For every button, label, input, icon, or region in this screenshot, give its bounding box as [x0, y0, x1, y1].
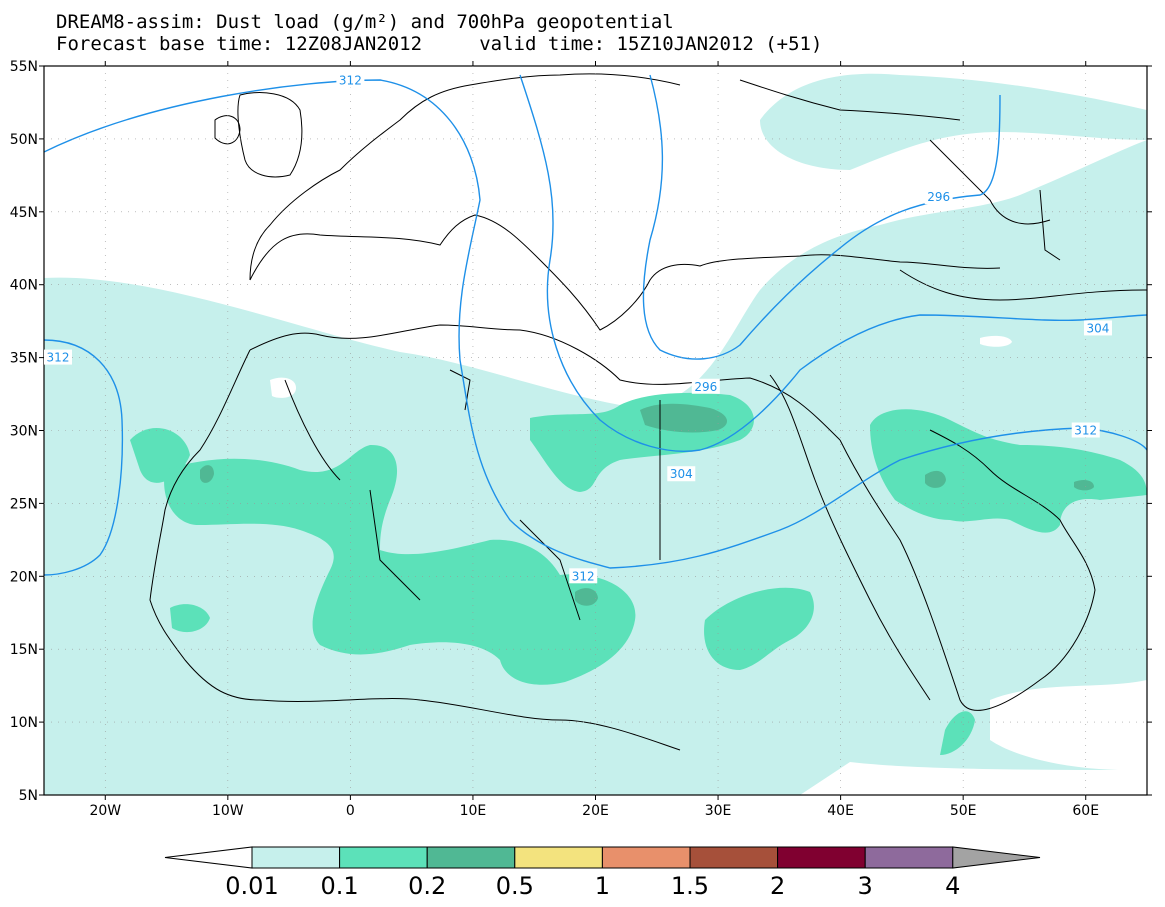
lon-tick-label: 40E — [827, 803, 854, 819]
contour-labels: 312 312 312 304 296 296 304 312 — [44, 72, 1112, 584]
lon-tick-label: 20W — [89, 803, 121, 819]
colorbar-level-label: 0.01 — [225, 872, 278, 900]
colorbar-level-label: 1.5 — [671, 872, 709, 900]
colorbar-swatch — [251, 846, 341, 869]
contour-label: 312 — [339, 74, 362, 88]
contour-label: 296 — [927, 190, 950, 204]
contour-label-bg — [44, 349, 72, 365]
colorbar-swatch — [426, 846, 516, 869]
contour-label-bg — [667, 466, 696, 482]
colorbar-level-label: 0.5 — [496, 872, 534, 900]
lat-tick-label: 50N — [10, 132, 38, 148]
lat-tick-label: 15N — [10, 642, 38, 658]
lat-tick-label: 20N — [10, 569, 38, 585]
lon-tick-label: 10E — [460, 803, 487, 819]
contour-label-bg — [691, 378, 720, 394]
colorbar-swatch — [777, 846, 866, 869]
lat-tick-label: 30N — [10, 424, 38, 440]
forecast-times: Forecast base time: 12Z08JAN2012 valid t… — [56, 33, 823, 55]
contour-label: 312 — [47, 351, 70, 365]
lat-tick-label: 10N — [10, 715, 38, 731]
lon-tick-label: 50E — [950, 803, 977, 819]
colorbar-swatch — [689, 846, 779, 869]
coastlines — [149, 73, 1147, 751]
contour-label-bg — [569, 568, 598, 584]
colorbar-level-label: 3 — [858, 872, 873, 900]
colorbar: 0.01 0.1 0.2 0.5 1 1.5 2 3 4 — [164, 846, 1041, 900]
colorbar-level-label: 0.2 — [408, 872, 446, 900]
lat-tick-label: 40N — [10, 278, 38, 294]
map-title: DREAM8-assim: Dust load (g/m²) and 700hP… — [56, 11, 674, 33]
contour-label: 296 — [694, 380, 717, 394]
lat-tick-label: 5N — [19, 788, 38, 804]
lat-tick-label: 55N — [10, 59, 38, 75]
lat-tick-label: 25N — [10, 496, 38, 512]
contour-label: 312 — [1074, 424, 1097, 438]
colorbar-swatch — [864, 846, 954, 869]
axis-ticks: 55N 50N 45N 40N 35N 30N 25N 20N 15N 10N 5N 20W 10W 0 1… — [10, 59, 1152, 819]
colorbar-level-label: 4 — [945, 872, 960, 900]
clear-areas — [270, 335, 1147, 795]
colorbar-level-label: 1 — [595, 872, 610, 900]
contour-label-bg — [924, 189, 953, 205]
contour-label-bg — [336, 72, 365, 88]
colorbar-swatch — [514, 846, 603, 869]
dust-shading-02 — [200, 403, 1094, 606]
lon-tick-label: 30E — [705, 803, 732, 819]
colorbar-level-label: 0.1 — [321, 872, 359, 900]
colorbar-over-arrow — [952, 846, 1041, 869]
lon-tick-label: 60E — [1072, 803, 1099, 819]
contour-label: 312 — [572, 569, 595, 583]
contour-label-bg — [1083, 320, 1112, 336]
colorbar-under-arrow — [164, 846, 253, 869]
lon-tick-label: 0 — [346, 803, 355, 819]
contour-label: 304 — [1087, 321, 1110, 335]
geopotential-contours — [44, 74, 1147, 576]
lat-tick-label: 45N — [10, 205, 38, 221]
colorbar-swatch — [339, 846, 428, 869]
contour-label-bg — [1071, 422, 1100, 438]
colorbar-swatch — [601, 846, 691, 869]
lat-tick-label: 35N — [10, 351, 38, 367]
contour-label: 304 — [670, 467, 693, 481]
lon-tick-label: 10W — [212, 803, 244, 819]
colorbar-level-label: 2 — [770, 872, 785, 900]
lon-tick-label: 20E — [582, 803, 609, 819]
